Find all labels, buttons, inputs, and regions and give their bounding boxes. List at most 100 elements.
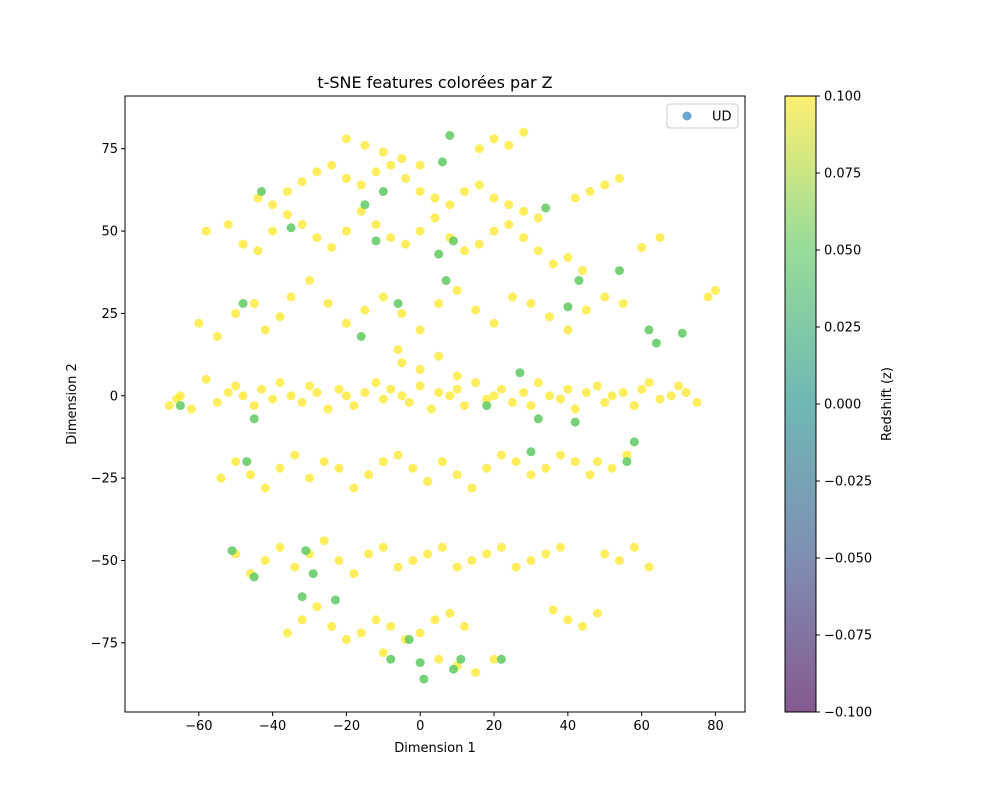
scatter-point xyxy=(194,318,204,328)
scatter-point xyxy=(533,213,543,223)
highlight-point xyxy=(360,200,370,210)
scatter-point xyxy=(526,299,536,308)
highlight-point xyxy=(286,223,296,233)
scatter-point xyxy=(275,312,285,322)
scatter-point xyxy=(415,364,425,374)
highlight-point xyxy=(615,266,624,276)
scatter-point xyxy=(341,226,351,236)
scatter-point xyxy=(570,193,580,203)
scatter-point xyxy=(319,536,329,546)
scatter-point xyxy=(548,605,558,615)
highlight-points xyxy=(175,131,687,684)
colorbar-gradient xyxy=(785,96,816,712)
scatter-point xyxy=(460,187,469,196)
y-axis-label: Dimension 2 xyxy=(65,363,80,445)
highlight-point xyxy=(574,276,584,285)
highlight-point xyxy=(629,437,639,447)
highlight-point xyxy=(227,546,237,556)
scatter-point xyxy=(253,193,263,203)
scatter-point xyxy=(434,654,444,664)
highlight-point xyxy=(449,236,458,246)
scatter-point xyxy=(445,391,455,401)
x-tick-label: 20 xyxy=(486,719,503,734)
scatter-point xyxy=(371,167,381,177)
scatter-point xyxy=(581,305,591,315)
scatter-point xyxy=(489,134,499,144)
scatter-point xyxy=(452,384,462,394)
scatter-point xyxy=(426,404,436,414)
scatter-point xyxy=(711,285,720,295)
x-axis-ticks: −60 −40 −20 0 20 40 60 80 xyxy=(185,712,724,734)
scatter-point xyxy=(703,292,713,302)
y-tick-label: 50 xyxy=(101,225,118,240)
scatter-point xyxy=(393,345,403,355)
scatter-point xyxy=(674,381,684,391)
scatter-point xyxy=(349,401,359,411)
colorbar-tick-label: 0.000 xyxy=(824,398,861,413)
scatter-point xyxy=(356,206,366,216)
scatter-point xyxy=(637,384,647,394)
highlight-point xyxy=(434,249,444,259)
highlight-point xyxy=(651,338,661,348)
scatter-point xyxy=(533,246,543,256)
scatter-point xyxy=(415,187,425,196)
scatter-point xyxy=(327,160,337,170)
scatter-point xyxy=(408,463,418,473)
scatter-point xyxy=(592,381,602,391)
scatter-point xyxy=(323,404,333,414)
highlight-point xyxy=(622,457,632,467)
colorbar-tick-label: −0.050 xyxy=(824,552,872,567)
highlight-point xyxy=(249,414,259,424)
scatter-point xyxy=(249,299,259,308)
scatter-point xyxy=(334,463,344,473)
scatter-point xyxy=(223,388,233,397)
scatter-point xyxy=(397,154,407,164)
colorbar-ticks: −0.100 −0.075 −0.050 −0.025 0.000 0.025 0.050 0… xyxy=(816,90,872,721)
highlight-point xyxy=(570,417,580,427)
scatter-point xyxy=(260,483,270,493)
legend: UD xyxy=(666,103,739,129)
scatter-point xyxy=(415,226,425,236)
scatter-point xyxy=(356,180,366,190)
highlight-point xyxy=(482,401,492,411)
scatter-point xyxy=(615,556,624,565)
highlight-point xyxy=(515,368,525,378)
scatter-point xyxy=(297,220,307,229)
scatter-point xyxy=(644,378,654,388)
scatter-point xyxy=(186,404,196,414)
scatter-point xyxy=(600,397,610,407)
scatter-point xyxy=(404,397,414,407)
scatter-point xyxy=(415,381,425,391)
legend-label: UD xyxy=(712,110,732,125)
scatter-point xyxy=(297,615,307,625)
highlight-point xyxy=(496,654,506,664)
scatter-point xyxy=(474,239,484,249)
scatter-point xyxy=(286,391,296,401)
colorbar-tick-label: −0.100 xyxy=(824,706,872,721)
highlight-point xyxy=(257,187,266,196)
scatter-point xyxy=(393,450,403,460)
scatter-point xyxy=(378,292,388,302)
scatter-point xyxy=(378,147,388,157)
scatter-point xyxy=(544,312,554,322)
scatter-point xyxy=(360,305,370,315)
scatter-point xyxy=(541,549,551,559)
scatter-point xyxy=(434,388,444,397)
scatter-point xyxy=(349,483,359,493)
legend-box xyxy=(666,103,739,129)
scatter-point xyxy=(408,0,417,5)
colorbar-tick-label: 0.075 xyxy=(824,167,861,182)
scatter-point xyxy=(268,200,278,210)
y-tick-label: 0 xyxy=(110,389,118,404)
scatter-point xyxy=(496,450,506,460)
scatter-point xyxy=(453,0,462,5)
scatter-point xyxy=(692,397,702,407)
scatter-point xyxy=(386,621,396,631)
scatter-point xyxy=(430,193,440,203)
scatter-point xyxy=(467,483,477,493)
scatter-point xyxy=(164,401,174,411)
scatter-point xyxy=(563,615,573,625)
highlight-point xyxy=(386,654,396,664)
scatter-point xyxy=(563,384,573,394)
scatter-point xyxy=(434,351,444,361)
